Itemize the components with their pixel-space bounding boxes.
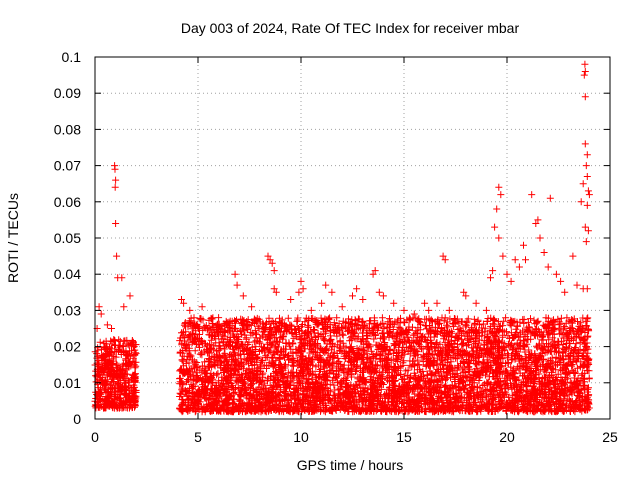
chart-title: Day 003 of 2024, Rate Of TEC Index for r… — [181, 20, 520, 36]
y-tick-label: 0.08 — [54, 121, 81, 137]
x-axis-ticks: 0 5 10 15 20 25 — [91, 57, 618, 445]
y-tick-label: 0 — [73, 411, 81, 427]
y-tick-label: 0.03 — [54, 302, 81, 318]
y-tick-label: 0.06 — [54, 194, 81, 210]
x-tick-label: 5 — [194, 429, 202, 445]
y-axis-label: ROTI / TECUs — [5, 193, 21, 283]
y-tick-label: 0.09 — [54, 85, 81, 101]
y-tick-label: 0.07 — [54, 158, 81, 174]
y-tick-label: 0.05 — [54, 230, 81, 246]
data-points — [91, 60, 593, 416]
x-tick-label: 25 — [602, 429, 618, 445]
grid — [95, 57, 610, 419]
y-axis-ticks: 0 0.01 0.02 0.03 0.04 0.05 0.06 0.07 0.08 0.09 0.1 — [54, 49, 610, 427]
data-point-markers — [91, 60, 593, 416]
x-axis-label: GPS time / hours — [297, 457, 404, 473]
y-tick-label: 0.02 — [54, 339, 81, 355]
x-tick-label: 15 — [396, 429, 412, 445]
y-tick-label: 0.01 — [54, 375, 81, 391]
y-tick-label: 0.1 — [62, 49, 82, 65]
y-tick-label: 0.04 — [54, 266, 81, 282]
x-tick-label: 10 — [293, 429, 309, 445]
x-tick-label: 20 — [499, 429, 515, 445]
x-tick-label: 0 — [91, 429, 99, 445]
